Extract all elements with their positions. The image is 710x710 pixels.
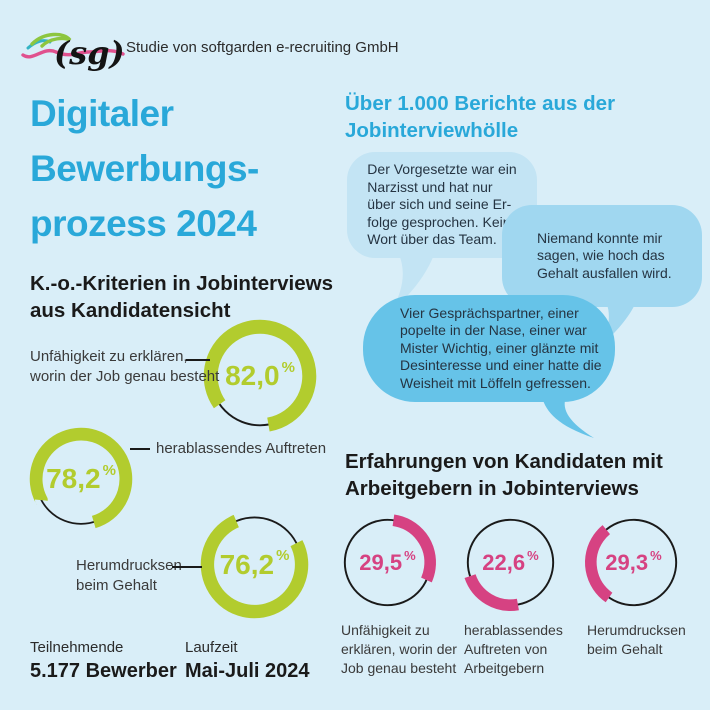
donut-chart-candidates-job-unclear: 82,0% [203,319,317,433]
speech-bubble-four-interviewers: Vier Gesprächspartner, einer popelte in … [363,295,615,402]
connector-line [186,359,210,361]
percent-sign: % [404,548,416,563]
speech-bubble-text: Der Vorgesetzte war ein Narzisst und hat… [367,161,517,248]
logo-wordmark: (sg) [54,34,125,72]
logo-pink-wave [21,48,125,59]
donut-percent: 82,0% [204,320,316,432]
page-title: Digitaler Bewerbungs- prozess 2024 [30,93,259,244]
connector-line [130,448,150,450]
donut-ring [203,319,317,433]
donut-ring [29,427,133,531]
donut-chart-employers-salary-evasive: 29,3% [585,514,682,611]
donut-chart-employers-condescending: 22,6% [461,514,559,611]
percent-sign: % [527,548,539,563]
donut-label-condescending: herablassendes Auftreten [156,440,327,457]
donut-chart-candidates-condescending: 78,2% [29,427,133,531]
percent-sign: % [281,358,295,376]
speech-bubble-salary-unknown: Niemand konnte mir sagen, wie hoch das G… [502,205,702,307]
donut-percent: 76,2% [201,511,308,618]
donut-svg [339,514,436,611]
donut-value: 29,3 [605,549,649,575]
donut-value: 22,6 [482,549,526,575]
left-section-heading: K.-o.-Kriterien in Jobinterviews aus Kan… [30,272,333,322]
period-label: Laufzeit [185,639,238,656]
participants-label: Teilnehmende [30,639,124,656]
donut-label-employers-job-unclear: Unfähigkeit zu erklären, worin der Job g… [341,622,457,676]
donut-value: 76,2 [219,548,275,580]
donut-svg [200,510,309,619]
donut-value: 78,2 [46,463,101,494]
bubble-tail [542,397,594,438]
donut-percent: 78,2% [30,428,132,530]
source-label: Studie von softgarden e-recruiting GmbH [126,39,399,56]
percent-sign: % [276,547,290,564]
connector-line [172,566,202,568]
donut-percent: 29,3% [585,514,682,611]
donut-label-salary-evasive: Herumdrucksen beim Gehalt [76,557,182,594]
donut-value: 82,0 [225,360,280,391]
donut-label-job-unclear: Unfähigkeit zu erklären, worin der Job g… [30,348,220,385]
donut-svg [29,427,133,531]
period-value: Mai-Juli 2024 [185,660,310,682]
donut-label-employers-condescending: herablassendes Auftreten von Arbeitgeber… [464,622,563,676]
speech-bubble-text: Niemand konnte mir sagen, wie hoch das G… [537,229,672,281]
donut-svg [461,514,559,611]
donut-percent: 29,5% [339,514,436,611]
right-top-heading: Über 1.000 Berichte aus der Jobinterview… [345,92,616,142]
donut-chart-candidates-salary-evasive: 76,2% [200,510,309,619]
donut-percent: 22,6% [462,514,559,611]
donut-svg [585,514,682,611]
participants-value: 5.177 Bewerber [30,660,177,682]
donut-value: 29,5 [359,549,403,575]
logo-green-swirl [30,32,72,48]
percent-sign: % [650,548,662,563]
donut-label-employers-salary-evasive: Herumdrucksen beim Gehalt [587,622,686,657]
percent-sign: % [102,461,116,479]
donut-chart-employers-job-unclear: 29,5% [339,514,436,611]
donut-ring [339,514,436,611]
speech-bubble-text: Vier Gesprächspartner, einer popelte in … [400,304,602,391]
right-bottom-heading: Erfahrungen von Kandidaten mit Arbeitgeb… [345,450,663,500]
softgarden-logo: (sg) [21,32,125,72]
donut-svg [203,319,317,433]
